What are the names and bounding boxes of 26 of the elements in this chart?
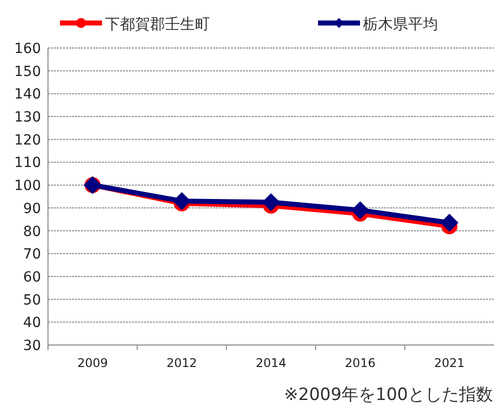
y-tick-label: 50 [23, 292, 41, 308]
y-tick-label: 120 [14, 132, 41, 148]
y-tick-label: 140 [14, 86, 41, 103]
y-tick-label: 160 [14, 41, 41, 57]
y-tick-label: 80 [23, 224, 41, 240]
text: ※2009年を100とした指数 [284, 385, 493, 405]
y-tick-label: 70 [23, 246, 41, 263]
point [172, 192, 191, 210]
y-tick-label: 60 [23, 269, 41, 286]
y-tick-label: 90 [23, 200, 41, 217]
point [351, 201, 370, 220]
point [440, 214, 458, 232]
y-tick-label: 110 [14, 155, 41, 172]
y-tick-label: 130 [14, 110, 41, 126]
y-tick-label: 40 [23, 315, 41, 332]
x-tick-label: 2014 [256, 356, 286, 370]
y-tick-label: 100 [14, 178, 41, 194]
x-tick-label: 2009 [77, 356, 108, 370]
x-tick-label: 2016 [344, 356, 376, 370]
y-tick-label: 150 [14, 64, 41, 80]
y-tick-label: 30 [23, 338, 41, 354]
x-tick-label: 2012 [166, 356, 198, 370]
legend-label: 栃木県平均 [363, 15, 438, 33]
point [262, 193, 280, 212]
legend-label: 下都賀郡壬生町 [105, 15, 210, 33]
x-tick-label: 2021 [434, 356, 465, 370]
